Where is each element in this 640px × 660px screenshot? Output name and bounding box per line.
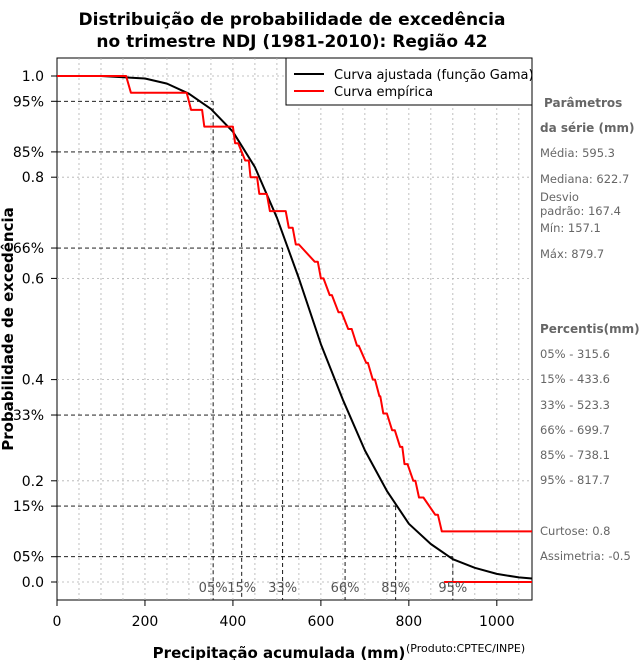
y-tick-label: 0.2 xyxy=(22,474,44,490)
x-tick-label: 400 xyxy=(220,614,247,630)
stat-max: Máx: 879.7 xyxy=(540,247,604,261)
y-tick-label: 0.6 xyxy=(22,271,44,287)
percentile-axis-label: 33% xyxy=(268,581,297,596)
y-tick-label: 66% xyxy=(13,241,44,257)
x-tick-label: 1000 xyxy=(479,614,515,630)
percentil-row: 66% - 699.7 xyxy=(540,423,610,437)
x-tick-label: 0 xyxy=(53,614,62,630)
y-tick-label: 0.4 xyxy=(22,373,44,389)
x-tick-label: 600 xyxy=(308,614,335,630)
percentis-header: Percentis(mm) xyxy=(540,322,640,336)
stat-mediana: Mediana: 622.7 xyxy=(540,172,629,186)
stat-desvio-line2: padrão: 167.4 xyxy=(540,204,621,218)
y-tick-label: 0.0 xyxy=(22,575,44,591)
plot-area xyxy=(56,57,533,601)
source-credit: (Produto:CPTEC/INPE) xyxy=(406,642,525,655)
y-tick-label: 95% xyxy=(13,94,44,110)
y-tick-label: 85% xyxy=(13,145,44,161)
percentile-axis-label: 66% xyxy=(331,581,360,596)
chart-title-line2: no trimestre NDJ (1981-2010): Região 42 xyxy=(96,32,487,52)
y-axis-ticks: 1.0 95% 85% 0.8 66% 0.6 0.4 33% 0.2 15% 05% 0.0 xyxy=(13,69,57,591)
percentile-axis-label: 95% xyxy=(438,581,467,596)
stat-desvio-line1: Desvio xyxy=(540,190,579,204)
percentile-axis-label: 85% xyxy=(381,581,410,596)
y-tick-label: 05% xyxy=(13,550,44,566)
x-tick-label: 200 xyxy=(132,614,159,630)
x-axis-title: Precipitação acumulada (mm) xyxy=(153,644,406,660)
percentil-row: 33% - 523.3 xyxy=(540,398,610,412)
chart-title-line1: Distribuição de probabilidade de excedên… xyxy=(79,10,506,30)
stat-media: Média: 595.3 xyxy=(540,146,615,160)
fitted-gamma-curve xyxy=(57,75,533,580)
x-tick-label: 800 xyxy=(395,614,422,630)
series-lines xyxy=(57,75,533,583)
stats-header-line2: da série (mm) xyxy=(540,121,634,135)
stat-assimetria: Assimetria: -0.5 xyxy=(540,549,631,563)
stat-min: Mín: 157.1 xyxy=(540,221,601,235)
legend-label-fitted: Curva ajustada (função Gama) xyxy=(334,68,534,83)
y-tick-label: 15% xyxy=(13,499,44,515)
legend-label-empirical: Curva empírica xyxy=(334,85,433,100)
stat-curtose: Curtose: 0.8 xyxy=(540,524,610,538)
percentil-row: 85% - 738.1 xyxy=(540,448,610,462)
empirical-curve xyxy=(57,75,532,533)
legend: Curva ajustada (função Gama) Curva empír… xyxy=(285,57,534,106)
percentil-row: 05% - 315.6 xyxy=(540,347,610,361)
y-tick-label: 1.0 xyxy=(22,69,44,85)
stats-panel: Parâmetros da série (mm) Média: 595.3 Me… xyxy=(540,96,640,563)
percentile-axis-label: 05% xyxy=(199,581,228,596)
percentile-reference-lines xyxy=(57,100,454,600)
y-tick-label: 0.8 xyxy=(22,170,44,186)
legend-box xyxy=(285,57,533,106)
percentil-row: 15% - 433.6 xyxy=(540,372,610,386)
percentile-labels: 05% 15% 33% 66% 85% 95% xyxy=(199,581,468,596)
y-tick-label: 33% xyxy=(13,408,44,424)
y-axis-title: Probabilidade de excedência xyxy=(0,207,17,451)
x-axis-ticks: 0 200 400 600 800 1000 xyxy=(53,600,515,630)
stats-header-line1: Parâmetros xyxy=(544,96,622,110)
percentile-axis-label: 15% xyxy=(227,581,256,596)
percentil-row: 95% - 817.7 xyxy=(540,473,610,487)
